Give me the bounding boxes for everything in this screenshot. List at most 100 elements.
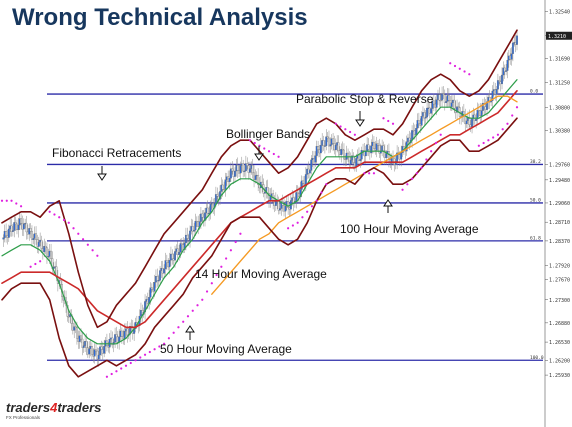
candle-body [375, 143, 378, 151]
y-tick-label: 1.29760 [549, 162, 570, 168]
candle-body [254, 175, 257, 180]
sar-dot [19, 205, 23, 208]
sar-dot [34, 262, 37, 266]
y-tick-label: 1.31250 [549, 81, 570, 87]
sar-dot [58, 216, 61, 219]
candle-body [216, 194, 219, 197]
candle-body [450, 102, 453, 107]
sar-dot [5, 199, 8, 202]
y-tick-label: 1.29480 [549, 178, 570, 184]
y-tick-label: 1.30800 [549, 105, 570, 111]
annotation-arrow-sar [355, 111, 365, 127]
candle-body [435, 99, 438, 108]
candle-body [40, 239, 43, 249]
sar-dot [215, 273, 218, 277]
candle-body [317, 146, 320, 150]
sar-dot [81, 238, 85, 241]
sar-dot [334, 122, 337, 125]
y-tick-label: 1.28710 [549, 220, 570, 226]
candle-body [385, 153, 388, 158]
candle-body [278, 208, 281, 211]
candle-body [14, 222, 17, 225]
candle-body [511, 42, 514, 54]
sar-dot [115, 370, 118, 373]
sar-dot [368, 172, 371, 175]
candle-body [7, 228, 10, 238]
candle-body [114, 334, 117, 343]
candle-body [214, 194, 217, 204]
sar-dot [415, 172, 418, 175]
candle-body [10, 225, 13, 232]
sar-dot [0, 199, 4, 202]
y-tick-label: 1.26880 [549, 321, 570, 327]
candle-body [382, 145, 385, 152]
candle-body [25, 222, 28, 233]
sar-dot [191, 309, 194, 312]
candle-body [90, 346, 93, 355]
candle-body [239, 165, 242, 174]
candle-body [308, 170, 311, 174]
sar-dot [129, 361, 132, 365]
y-tick-label: 1.27300 [549, 298, 570, 304]
y-tick-label: 1.30380 [549, 128, 570, 134]
candle-body [341, 148, 344, 151]
candle-body [441, 93, 444, 101]
candle-body [32, 238, 35, 240]
candle-body [159, 270, 161, 281]
candle-body [510, 53, 513, 60]
candle-body [426, 107, 429, 118]
ma14-line [1, 79, 518, 345]
fib-level-label: 38.2 [530, 159, 541, 165]
candle-body [319, 145, 322, 154]
candle-body [100, 346, 103, 350]
sar-dot [105, 375, 109, 378]
candle-body [180, 243, 183, 245]
candle-body [424, 116, 427, 119]
sar-dot [315, 199, 318, 202]
sar-dot [143, 353, 147, 356]
candle-body [157, 280, 160, 282]
sar-dot [453, 64, 457, 68]
candle-body [372, 141, 375, 149]
candle-body [432, 100, 435, 105]
candle-body [80, 335, 82, 340]
candle-body [165, 260, 168, 263]
sar-dot [406, 183, 409, 186]
sar-dot [62, 218, 66, 222]
candle-body [296, 192, 299, 194]
annotation-bollinger: Bollinger Bands [226, 127, 310, 141]
sar-dot [458, 67, 461, 70]
candle-body [326, 136, 329, 139]
annotations: Fibonacci Retracements Bollinger Bands Par… [52, 92, 479, 356]
candle-body [491, 90, 494, 101]
sar-dot [210, 282, 213, 285]
candle-body [201, 213, 204, 218]
candle-body [246, 163, 249, 166]
arrow-head [185, 325, 195, 333]
y-tick-label: 1.26530 [549, 340, 570, 346]
sar-dot [96, 254, 99, 257]
candle-body [186, 234, 189, 239]
candle-body [120, 330, 123, 337]
candle-body [249, 168, 251, 173]
candle-body [417, 120, 420, 124]
sar-dot [511, 114, 514, 117]
sar-dot [234, 240, 237, 244]
candle-body [445, 101, 448, 103]
candlesticks [2, 29, 518, 367]
candle-body [314, 155, 317, 163]
y-tick-label: 1.27920 [549, 264, 570, 270]
candle-body [194, 220, 197, 231]
sar-dot [387, 119, 390, 123]
candle-body [156, 276, 159, 281]
candle-body [378, 145, 381, 154]
sar-dot [77, 232, 80, 235]
candle-body [415, 128, 418, 135]
candle-body [29, 228, 32, 232]
sar-dot [291, 224, 294, 227]
candle-body [171, 253, 174, 259]
candle-body [251, 165, 254, 174]
candle-body [50, 250, 52, 259]
